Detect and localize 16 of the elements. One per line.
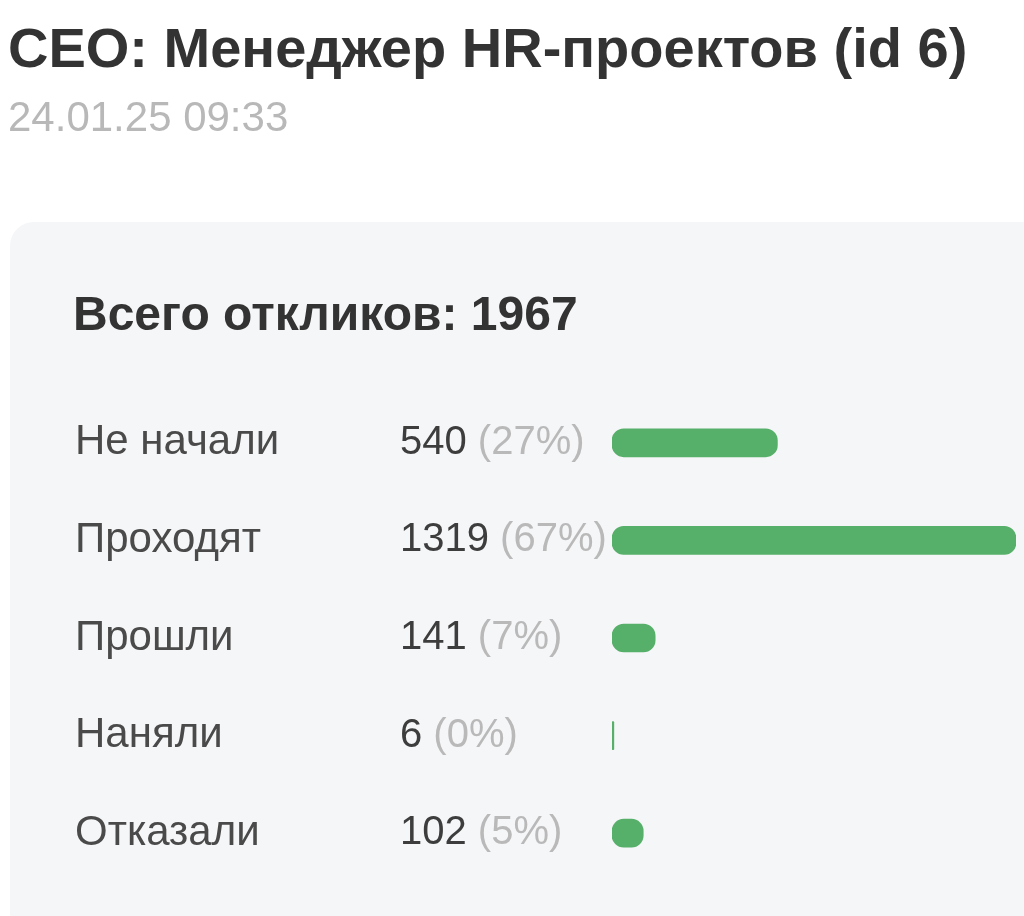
- data-label: 141 (7%): [400, 613, 563, 658]
- data-label: 1319 (67%): [400, 515, 607, 560]
- text: 24.01.25 09:33: [8, 92, 289, 142]
- y-tick-label: Наняли: [75, 709, 223, 757]
- bar: [612, 721, 615, 750]
- y-tick-label: Отказали: [75, 806, 260, 854]
- y-tick-label: Проходят: [75, 513, 261, 561]
- data-label: 540 (27%): [400, 417, 585, 462]
- chart-title: CEO: Менеджер HR-проектов (id 6): [8, 15, 968, 81]
- data-label: 102 (5%): [400, 808, 563, 853]
- y-tick-label: Не начали: [75, 416, 280, 464]
- data-label: 6 (0%): [400, 710, 518, 755]
- bar: [612, 428, 778, 458]
- bar: [612, 526, 1016, 555]
- text: Всего откликов: 1967: [73, 286, 578, 342]
- y-tick-label: Прошли: [75, 611, 234, 659]
